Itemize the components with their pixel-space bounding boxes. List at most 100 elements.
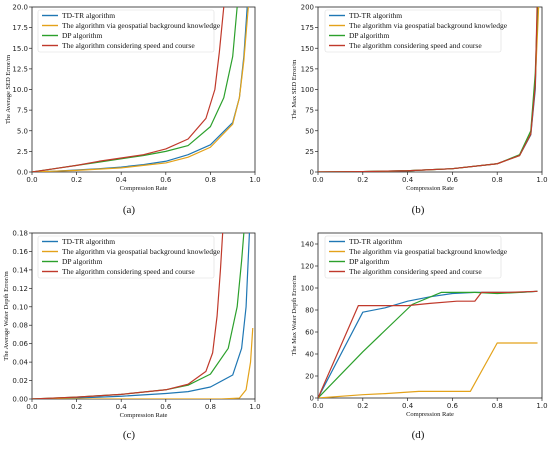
- y-tick-label: 40: [305, 351, 314, 359]
- x-tick-label: 0.2: [71, 176, 82, 184]
- x-axis-label: Compression Rate: [120, 185, 168, 192]
- y-tick-label: 75: [305, 107, 314, 115]
- y-tick-label: 100: [301, 285, 314, 293]
- legend-entry: The algorithm via geospatial background …: [349, 21, 508, 30]
- series-line-td_tr: [32, 233, 251, 399]
- x-tick-label: 0.8: [205, 176, 216, 184]
- x-axis-label: Compression Rate: [406, 411, 454, 418]
- series-group: [32, 233, 254, 399]
- chart-panel-2: 0.0 0.2 0.4 0.6 0.8 1.0 0.00 0.02 0.04 0.06 0.08 0.…: [3, 230, 261, 442]
- legend-entry: TD-TR algorithm: [349, 11, 402, 20]
- y-axis-label: The Max SED Error/m: [291, 60, 298, 120]
- series-group: [318, 7, 540, 172]
- x-tick-label: 0.0: [312, 402, 323, 410]
- y-tick-label: 0.02: [12, 377, 28, 385]
- y-tick-label: 0.08: [12, 322, 28, 330]
- series-line-td_tr: [318, 290, 538, 398]
- series-line-dp: [318, 290, 538, 398]
- x-tick-label: 0.4: [116, 176, 128, 184]
- legend-box: [324, 235, 502, 279]
- y-tick-label: 20: [305, 373, 314, 381]
- chart-panel-1: 0.0 0.2 0.4 0.6 0.8 1.0 0 25 50 75 100 125 150 175 200…: [291, 4, 548, 217]
- series-group: [318, 290, 538, 398]
- legend-entry: The algorithm considering speed and cour…: [62, 267, 195, 276]
- legend-entry: TD-TR algorithm: [62, 11, 115, 20]
- legend-box: [324, 9, 502, 53]
- y-tick-label: 120: [301, 263, 314, 271]
- x-tick-label: 1.0: [249, 176, 260, 184]
- y-tick-label: 15.0: [12, 45, 28, 53]
- legend-entry: DP algorithm: [62, 257, 103, 266]
- panel-label: (a): [123, 204, 136, 216]
- series-line-speed_course: [318, 7, 538, 172]
- legend-entry: The algorithm via geospatial background …: [62, 21, 221, 30]
- x-tick-label: 1.0: [249, 403, 260, 411]
- y-tick-label: 0.06: [12, 340, 28, 348]
- chart-panel-0: 0.0 0.2 0.4 0.6 0.8 1.0 0.0 2.5 5.0 7.5 10.0 12.5 15…: [5, 4, 261, 217]
- legend-entry: The algorithm considering speed and cour…: [62, 41, 195, 50]
- y-tick-label: 80: [305, 307, 314, 315]
- y-tick-label: 0.12: [12, 285, 28, 293]
- x-tick-label: 1.0: [536, 402, 547, 410]
- y-tick-label: 60: [305, 329, 314, 337]
- series-line-geo: [32, 7, 249, 172]
- x-tick-label: 0.6: [160, 403, 172, 411]
- y-tick-label: 200: [301, 4, 314, 12]
- x-tick-label: 0.8: [492, 402, 503, 410]
- y-tick-label: 25: [305, 148, 314, 156]
- panel-label: (d): [412, 429, 425, 441]
- y-tick-label: 175: [301, 24, 314, 32]
- x-axis-label: Compression Rate: [120, 412, 168, 419]
- y-axis-label: The Max Water Depth Error/m: [291, 275, 298, 355]
- y-tick-label: 0: [310, 395, 314, 403]
- legend-entry: TD-TR algorithm: [349, 237, 402, 246]
- y-tick-label: 50: [305, 127, 314, 135]
- y-tick-label: 0.18: [12, 230, 28, 238]
- y-tick-label: 2.5: [17, 148, 28, 156]
- x-tick-label: 0.6: [160, 176, 172, 184]
- y-tick-label: 5.0: [17, 127, 28, 135]
- x-tick-label: 0.6: [447, 402, 459, 410]
- panel-label: (b): [412, 204, 425, 216]
- x-tick-label: 0.8: [492, 176, 503, 184]
- y-tick-label: 125: [301, 65, 314, 73]
- chart-panel-3: 0.0 0.2 0.4 0.6 0.8 1.0 0 20 40 60 80 100 120 140 Comp…: [291, 232, 548, 441]
- series-line-speed_course: [32, 7, 225, 172]
- legend-entry: The algorithm via geospatial background …: [62, 247, 221, 256]
- y-tick-label: 17.5: [12, 24, 28, 32]
- y-tick-label: 100: [301, 86, 314, 94]
- y-tick-label: 0.0: [17, 169, 28, 177]
- series-line-speed_course: [32, 233, 224, 399]
- x-tick-label: 0.4: [402, 176, 414, 184]
- y-tick-label: 0.10: [12, 303, 28, 311]
- y-tick-label: 0.14: [12, 266, 28, 274]
- legend-entry: DP algorithm: [62, 31, 103, 40]
- legend-entry: DP algorithm: [349, 257, 390, 266]
- series-group: [32, 7, 249, 172]
- y-tick-label: 150: [301, 45, 314, 53]
- legend-box: [37, 9, 215, 53]
- x-tick-label: 0.4: [116, 403, 128, 411]
- x-tick-label: 0.0: [26, 403, 37, 411]
- plot-frame: [317, 232, 543, 399]
- y-tick-label: 0.04: [12, 359, 28, 367]
- y-axis-label: The Average SED Error/m: [5, 55, 12, 124]
- y-tick-label: 20.0: [12, 4, 28, 12]
- legend-box: [37, 235, 215, 279]
- panel-label: (c): [123, 429, 136, 441]
- y-tick-label: 140: [301, 241, 314, 249]
- x-tick-label: 1.0: [536, 176, 547, 184]
- x-tick-label: 0.0: [312, 176, 323, 184]
- x-tick-label: 0.4: [402, 402, 414, 410]
- x-tick-label: 0.8: [205, 403, 216, 411]
- legend-entry: The algorithm via geospatial background …: [349, 247, 508, 256]
- legend-entry: TD-TR algorithm: [62, 237, 115, 246]
- y-tick-label: 0.16: [12, 248, 28, 256]
- y-tick-label: 7.5: [17, 107, 28, 115]
- x-tick-label: 0.2: [71, 403, 82, 411]
- y-tick-label: 0.00: [12, 396, 28, 404]
